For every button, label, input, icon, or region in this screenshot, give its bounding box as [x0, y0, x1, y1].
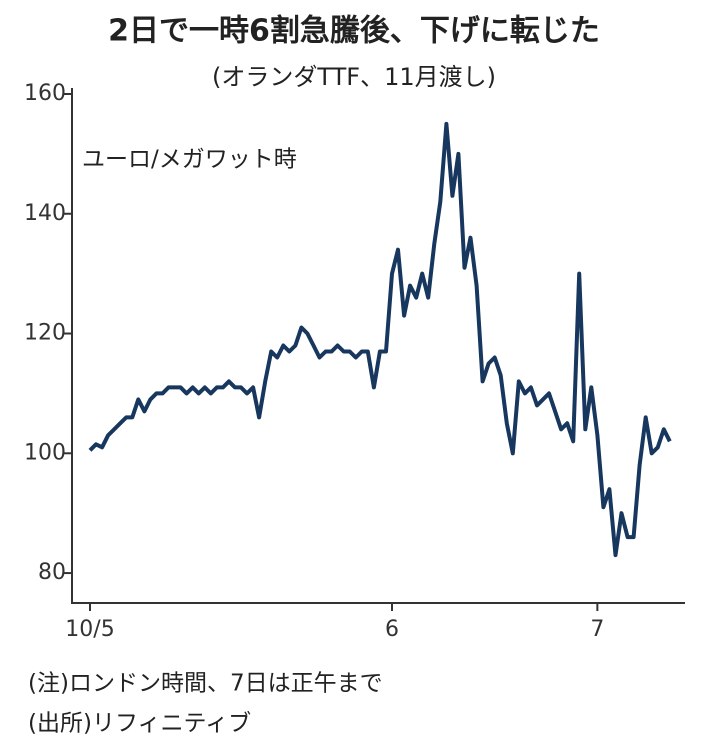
y-tick-label: 140 [24, 201, 66, 226]
x-tick-label: 10/5 [65, 617, 114, 642]
note: (注)ロンドン時間、7日は正午まで [28, 671, 383, 697]
y-tick-label: 80 [38, 560, 66, 585]
y-tick-label: 120 [24, 321, 66, 346]
price-line [88, 121, 672, 558]
y-tick-label: 160 [24, 81, 66, 106]
x-tick-label: 7 [590, 617, 604, 642]
y-tick-label: 100 [24, 440, 66, 465]
chart-subtitle: (オランダTTF、11月渡し) [212, 63, 496, 91]
source: (出所)リフィニティブ [28, 711, 251, 737]
y-axis-label: ユーロ/メガワット時 [82, 147, 297, 173]
chart-title: 2日で一時6割急騰後、下げに転じた [108, 14, 600, 49]
x-tick-label: 6 [385, 617, 399, 642]
